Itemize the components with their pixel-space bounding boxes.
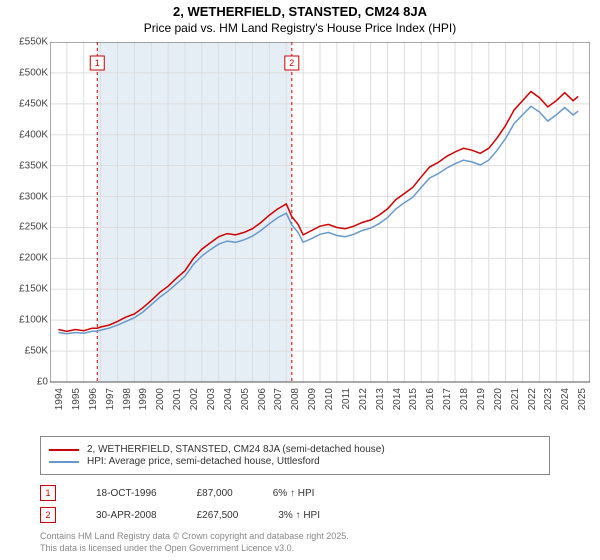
x-tick-label: 2013 — [375, 388, 386, 410]
x-tick-label: 2006 — [257, 388, 268, 410]
y-tick-label: £150K — [19, 284, 48, 295]
y-tick-label: £200K — [19, 253, 48, 264]
x-tick-label: 1997 — [105, 388, 116, 410]
x-tick-label: 2017 — [442, 388, 453, 410]
sale-marker-2: 2 — [40, 507, 56, 523]
legend-row-1: 2, WETHERFIELD, STANSTED, CM24 8JA (semi… — [49, 444, 541, 455]
y-tick-label: £450K — [19, 98, 48, 109]
x-tick-label: 2022 — [527, 388, 538, 410]
x-tick-label: 2018 — [459, 388, 470, 410]
legend-and-footer: 2, WETHERFIELD, STANSTED, CM24 8JA (semi… — [40, 436, 550, 554]
x-tick-label: 2024 — [560, 388, 571, 410]
y-tick-label: £0 — [37, 377, 48, 388]
x-tick-label: 1994 — [54, 388, 65, 410]
x-tick-label: 1996 — [88, 388, 99, 410]
x-tick-label: 2011 — [341, 388, 352, 410]
sale-date-1: 18-OCT-1996 — [96, 488, 157, 499]
x-tick-label: 2007 — [273, 388, 284, 410]
x-tick-label: 2025 — [577, 388, 588, 410]
credits-line-1: Contains HM Land Registry data © Crown c… — [40, 531, 550, 543]
x-tick-label: 2021 — [510, 388, 521, 410]
sale-row-2: 2 30-APR-2008 £267,500 3% ↑ HPI — [40, 507, 550, 523]
x-tick-label: 2000 — [155, 388, 166, 410]
legend-swatch-1 — [49, 449, 79, 451]
y-tick-label: £50K — [25, 346, 48, 357]
x-tick-label: 2016 — [425, 388, 436, 410]
y-tick-label: £400K — [19, 129, 48, 140]
plot-svg: 12 — [50, 42, 590, 422]
chart-title: 2, WETHERFIELD, STANSTED, CM24 8JA — [0, 4, 600, 19]
y-tick-label: £100K — [19, 315, 48, 326]
legend-label-1: 2, WETHERFIELD, STANSTED, CM24 8JA (semi… — [87, 444, 385, 455]
sale-row-1: 1 18-OCT-1996 £87,000 6% ↑ HPI — [40, 485, 550, 501]
x-tick-label: 2005 — [240, 388, 251, 410]
y-tick-label: £350K — [19, 160, 48, 171]
x-tick-label: 2004 — [223, 388, 234, 410]
x-tick-label: 2003 — [206, 388, 217, 410]
y-tick-label: £250K — [19, 222, 48, 233]
sale-date-2: 30-APR-2008 — [96, 510, 157, 521]
sale-price-2: £267,500 — [197, 510, 239, 521]
chart-subtitle: Price paid vs. HM Land Registry's House … — [0, 21, 600, 35]
x-tick-label: 1998 — [122, 388, 133, 410]
legend-row-2: HPI: Average price, semi-detached house,… — [49, 456, 541, 467]
x-tick-label: 2001 — [172, 388, 183, 410]
y-tick-label: £500K — [19, 67, 48, 78]
shaded-region — [97, 42, 292, 382]
credits: Contains HM Land Registry data © Crown c… — [40, 531, 550, 554]
x-tick-label: 1995 — [71, 388, 82, 410]
x-tick-label: 2010 — [324, 388, 335, 410]
legend-box: 2, WETHERFIELD, STANSTED, CM24 8JA (semi… — [40, 436, 550, 475]
marker-1-label: 1 — [95, 58, 100, 68]
marker-2-label: 2 — [289, 58, 294, 68]
title-block: 2, WETHERFIELD, STANSTED, CM24 8JA Price… — [0, 0, 600, 35]
y-tick-label: £550K — [19, 37, 48, 48]
legend-swatch-2 — [49, 461, 79, 463]
sale-delta-1: 6% ↑ HPI — [273, 488, 315, 499]
x-tick-label: 2008 — [290, 388, 301, 410]
sale-marker-1: 1 — [40, 485, 56, 501]
sale-price-1: £87,000 — [197, 488, 233, 499]
x-tick-label: 2020 — [493, 388, 504, 410]
x-tick-label: 2002 — [189, 388, 200, 410]
x-tick-label: 2019 — [476, 388, 487, 410]
x-tick-label: 2014 — [392, 388, 403, 410]
chart-container: 2, WETHERFIELD, STANSTED, CM24 8JA Price… — [0, 0, 600, 560]
x-tick-label: 2015 — [408, 388, 419, 410]
legend-label-2: HPI: Average price, semi-detached house,… — [87, 456, 320, 467]
x-tick-label: 2023 — [543, 388, 554, 410]
credits-line-2: This data is licensed under the Open Gov… — [40, 543, 550, 555]
x-tick-label: 2009 — [307, 388, 318, 410]
sale-delta-2: 3% ↑ HPI — [278, 510, 320, 521]
y-tick-label: £300K — [19, 191, 48, 202]
chart-area: 12 £0£50K£100K£150K£200K£250K£300K£350K£… — [0, 42, 600, 422]
x-tick-label: 1999 — [138, 388, 149, 410]
x-tick-label: 2012 — [358, 388, 369, 410]
